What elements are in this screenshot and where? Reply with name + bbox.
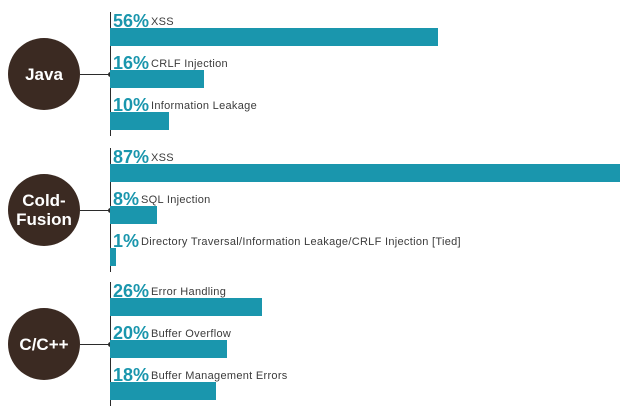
group-connector: [80, 210, 110, 211]
group-label-circle: Cold- Fusion: [8, 174, 80, 246]
bar-category-label: SQL Injection: [141, 194, 211, 206]
bar: [110, 248, 116, 266]
bar-category-label: Directory Traversal/Information Leakage/…: [141, 236, 461, 248]
bar: [110, 164, 620, 182]
bar: [110, 70, 204, 88]
bar: [110, 382, 216, 400]
bar-value-label: 87%: [113, 147, 150, 167]
bar-category-label: XSS: [151, 16, 174, 28]
group-label-circle: Java: [8, 38, 80, 110]
bar: [110, 298, 262, 316]
bar-value-label: 20%: [113, 323, 150, 343]
group-label-circle: C/C++: [8, 308, 80, 380]
bar-category-label: Buffer Management Errors: [151, 370, 288, 382]
bar-category-label: Information Leakage: [151, 100, 257, 112]
bar: [110, 112, 169, 130]
bar-category-label: XSS: [151, 152, 174, 164]
bar-value-label: 26%: [113, 281, 150, 301]
bar-category-label: CRLF Injection: [151, 58, 228, 70]
bar-value-label: 10%: [113, 95, 150, 115]
bar: [110, 28, 438, 46]
group-connector: [80, 344, 110, 345]
bar-value-label: 16%: [113, 53, 150, 73]
bar: [110, 206, 157, 224]
bar-value-label: 56%: [113, 11, 150, 31]
bar-value-label: 8%: [113, 189, 140, 209]
bar: [110, 340, 227, 358]
group-connector: [80, 74, 110, 75]
bar-category-label: Error Handling: [151, 286, 227, 298]
bar-category-label: Buffer Overflow: [151, 328, 232, 340]
bar-value-label: 18%: [113, 365, 150, 385]
bar-value-label: 1%: [113, 231, 140, 251]
